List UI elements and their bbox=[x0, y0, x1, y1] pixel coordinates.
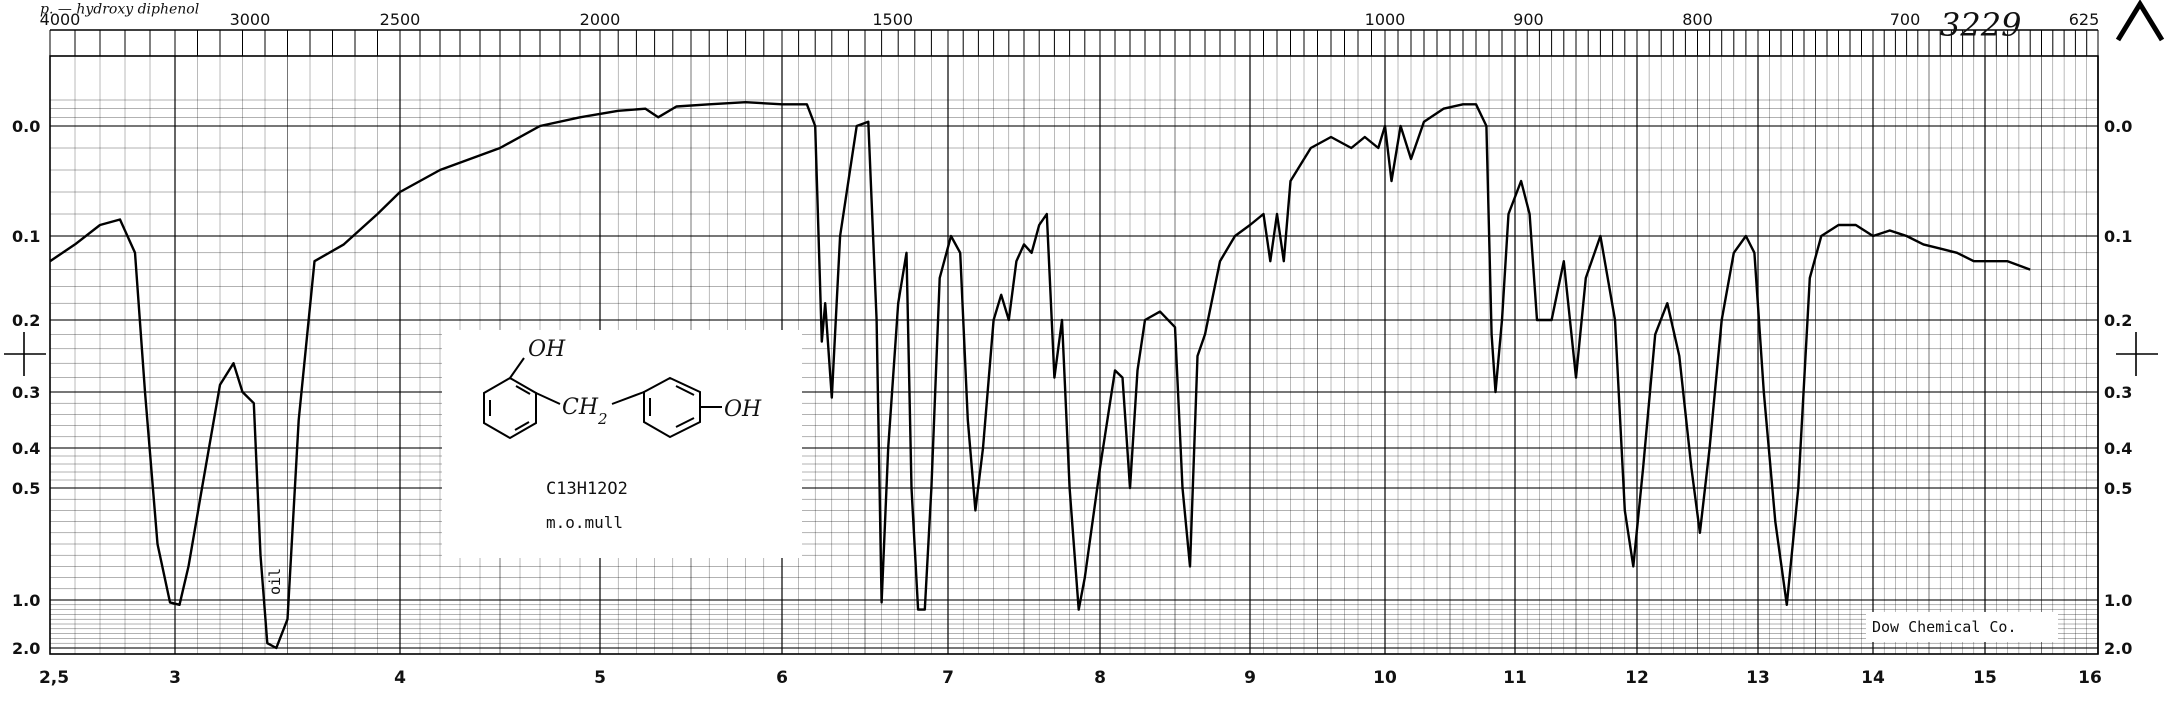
right-tick-label: 0.4 bbox=[2104, 439, 2132, 458]
phenol-ring-left bbox=[483, 357, 561, 440]
edge-marks bbox=[4, 332, 2158, 376]
sample-prep-label: m.o.mull bbox=[546, 513, 623, 532]
top-tick-label: 625 bbox=[2069, 10, 2100, 29]
molecular-formula: C13H12O2 bbox=[546, 479, 628, 499]
spectrum-trace bbox=[49, 101, 2031, 650]
bottom-tick-label: 13 bbox=[1746, 668, 1770, 688]
partial-title: p. — hydroxy diphenol bbox=[40, 2, 199, 18]
right-tick-label: 2.0 bbox=[2104, 639, 2132, 658]
bottom-tick-label: 8 bbox=[1094, 668, 1106, 688]
oh-right-label: OH bbox=[724, 397, 762, 422]
sheet-number: 3229 bbox=[1940, 6, 2021, 44]
right-tick-label: 0.3 bbox=[2104, 383, 2132, 402]
top-tick-label: 3000 bbox=[230, 10, 271, 29]
left-tick-label: 1.0 bbox=[12, 591, 40, 610]
right-tick-label: 1.0 bbox=[2104, 591, 2132, 610]
top-tick-label: 1500 bbox=[872, 10, 913, 29]
top-tick-label: 2500 bbox=[380, 10, 421, 29]
bottom-tick-label: 11 bbox=[1503, 668, 1527, 688]
right-tick-label: 0.1 bbox=[2104, 227, 2132, 246]
bottom-tick-label: 4 bbox=[394, 668, 406, 688]
bottom-tick-label: 2,5 bbox=[39, 668, 69, 688]
top-tick-label: 900 bbox=[1513, 10, 1544, 29]
bottom-tick-label: 9 bbox=[1244, 668, 1256, 688]
top-tick-label: 700 bbox=[1890, 10, 1921, 29]
ch2-subscript: 2 bbox=[597, 410, 608, 428]
oil-band-annotation: oil bbox=[266, 568, 284, 595]
top-tick-label: 800 bbox=[1682, 10, 1713, 29]
bottom-tick-label: 10 bbox=[1373, 668, 1397, 688]
bottom-tick-label: 16 bbox=[2078, 668, 2102, 688]
top-tick-label: 2000 bbox=[580, 10, 621, 29]
bottom-tick-label: 14 bbox=[1861, 668, 1885, 688]
ch2-label: CH bbox=[562, 395, 599, 420]
credit-label: Dow Chemical Co. bbox=[1872, 618, 2017, 636]
top-tick-label: 1000 bbox=[1365, 10, 1406, 29]
bottom-tick-label: 6 bbox=[776, 668, 788, 688]
bottom-tick-label: 3 bbox=[169, 668, 181, 688]
phenol-ring-right bbox=[611, 376, 722, 439]
right-tick-label: 0.5 bbox=[2104, 479, 2132, 498]
left-tick-label: 0.2 bbox=[12, 311, 40, 330]
bottom-tick-label: 5 bbox=[594, 668, 606, 688]
right-tick-label: 0.0 bbox=[2104, 117, 2132, 136]
oh-top-label: OH bbox=[528, 337, 566, 362]
structure-inset: OH CH 2 OH C13H12O2 m.o.mull bbox=[442, 330, 802, 558]
left-tick-label: 0.3 bbox=[12, 383, 40, 402]
left-tick-label: 2.0 bbox=[12, 639, 40, 658]
bottom-tick-label: 7 bbox=[942, 668, 954, 688]
axis-ticks bbox=[49, 29, 2099, 56]
bottom-tick-label: 15 bbox=[1973, 668, 1997, 688]
left-tick-label: 0.5 bbox=[12, 479, 40, 498]
right-tick-label: 0.2 bbox=[2104, 311, 2132, 330]
left-tick-label: 0.0 bbox=[12, 117, 40, 136]
bottom-tick-label: 12 bbox=[1625, 668, 1649, 688]
top-tick-label: 4000 bbox=[40, 10, 81, 29]
corner-chevron-icon bbox=[2115, 0, 2165, 42]
left-tick-label: 0.1 bbox=[12, 227, 40, 246]
structure-panel bbox=[442, 330, 802, 558]
left-tick-label: 0.4 bbox=[12, 439, 40, 458]
credit-box bbox=[1866, 612, 2058, 642]
